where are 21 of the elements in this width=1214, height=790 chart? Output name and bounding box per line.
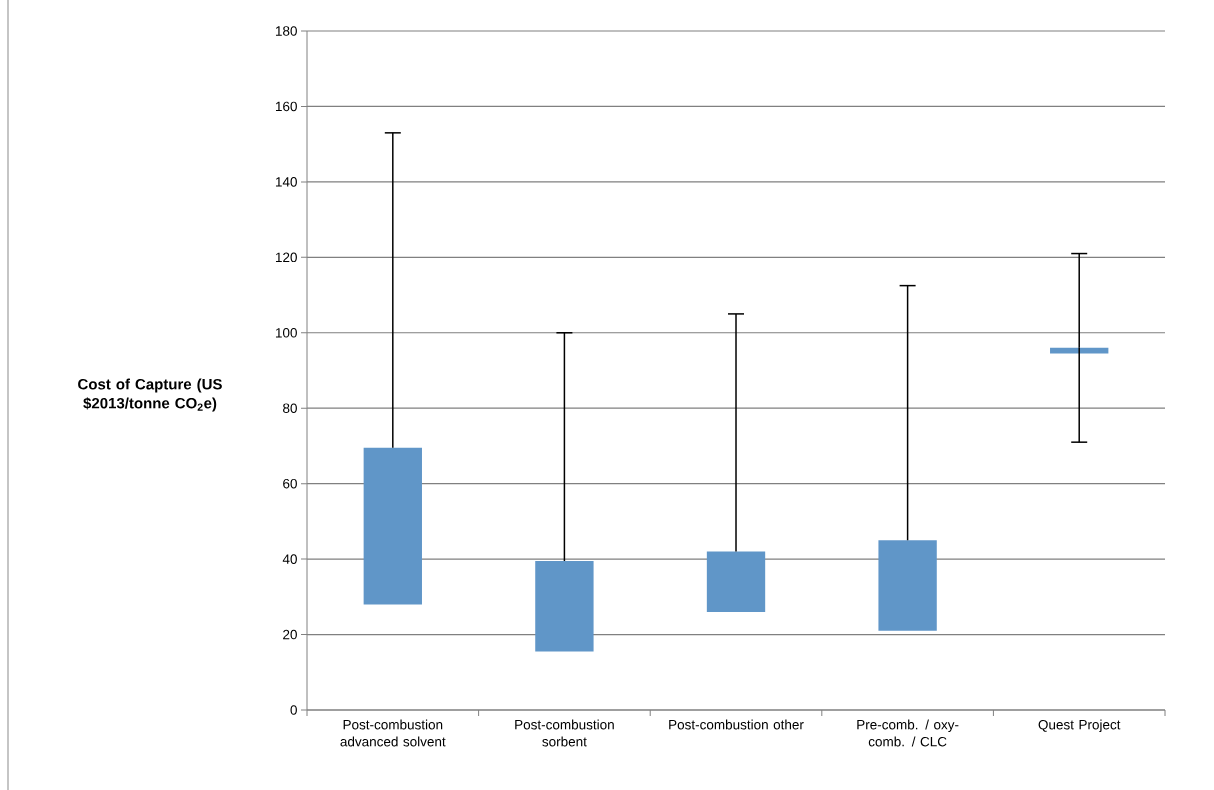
y-tick-label: 140 <box>275 177 297 187</box>
bar <box>1050 347 1109 354</box>
y-tick-label: 120 <box>275 252 297 263</box>
x-tick-label: Post-combustion advanced solvent <box>340 719 446 747</box>
bar <box>878 540 937 631</box>
y-tick-label: 40 <box>282 554 297 564</box>
y-axis-title: Cost of Capture (US $2013/tonne CO$_{2}$e) <box>78 378 222 412</box>
y-tick-label: 60 <box>283 478 297 489</box>
bar <box>706 551 766 612</box>
y-tick-label: 160 <box>275 101 297 112</box>
y-tick-label: 0 <box>290 705 297 715</box>
y-tick-label: 100 <box>275 328 297 338</box>
y-tick-label: 180 <box>275 26 297 36</box>
x-tick-label: Pre-comb. / oxy-comb. / CLC <box>857 719 959 747</box>
x-tick-label: Post-combustion sorbent <box>515 719 614 747</box>
y-tick-label: 80 <box>283 403 297 413</box>
x-tick-label: Post-combustion other <box>669 719 804 730</box>
bar <box>363 447 422 605</box>
y-tick-label: 20 <box>283 629 297 640</box>
x-tick-label: Quest Project <box>1038 719 1121 733</box>
bar <box>535 560 594 652</box>
